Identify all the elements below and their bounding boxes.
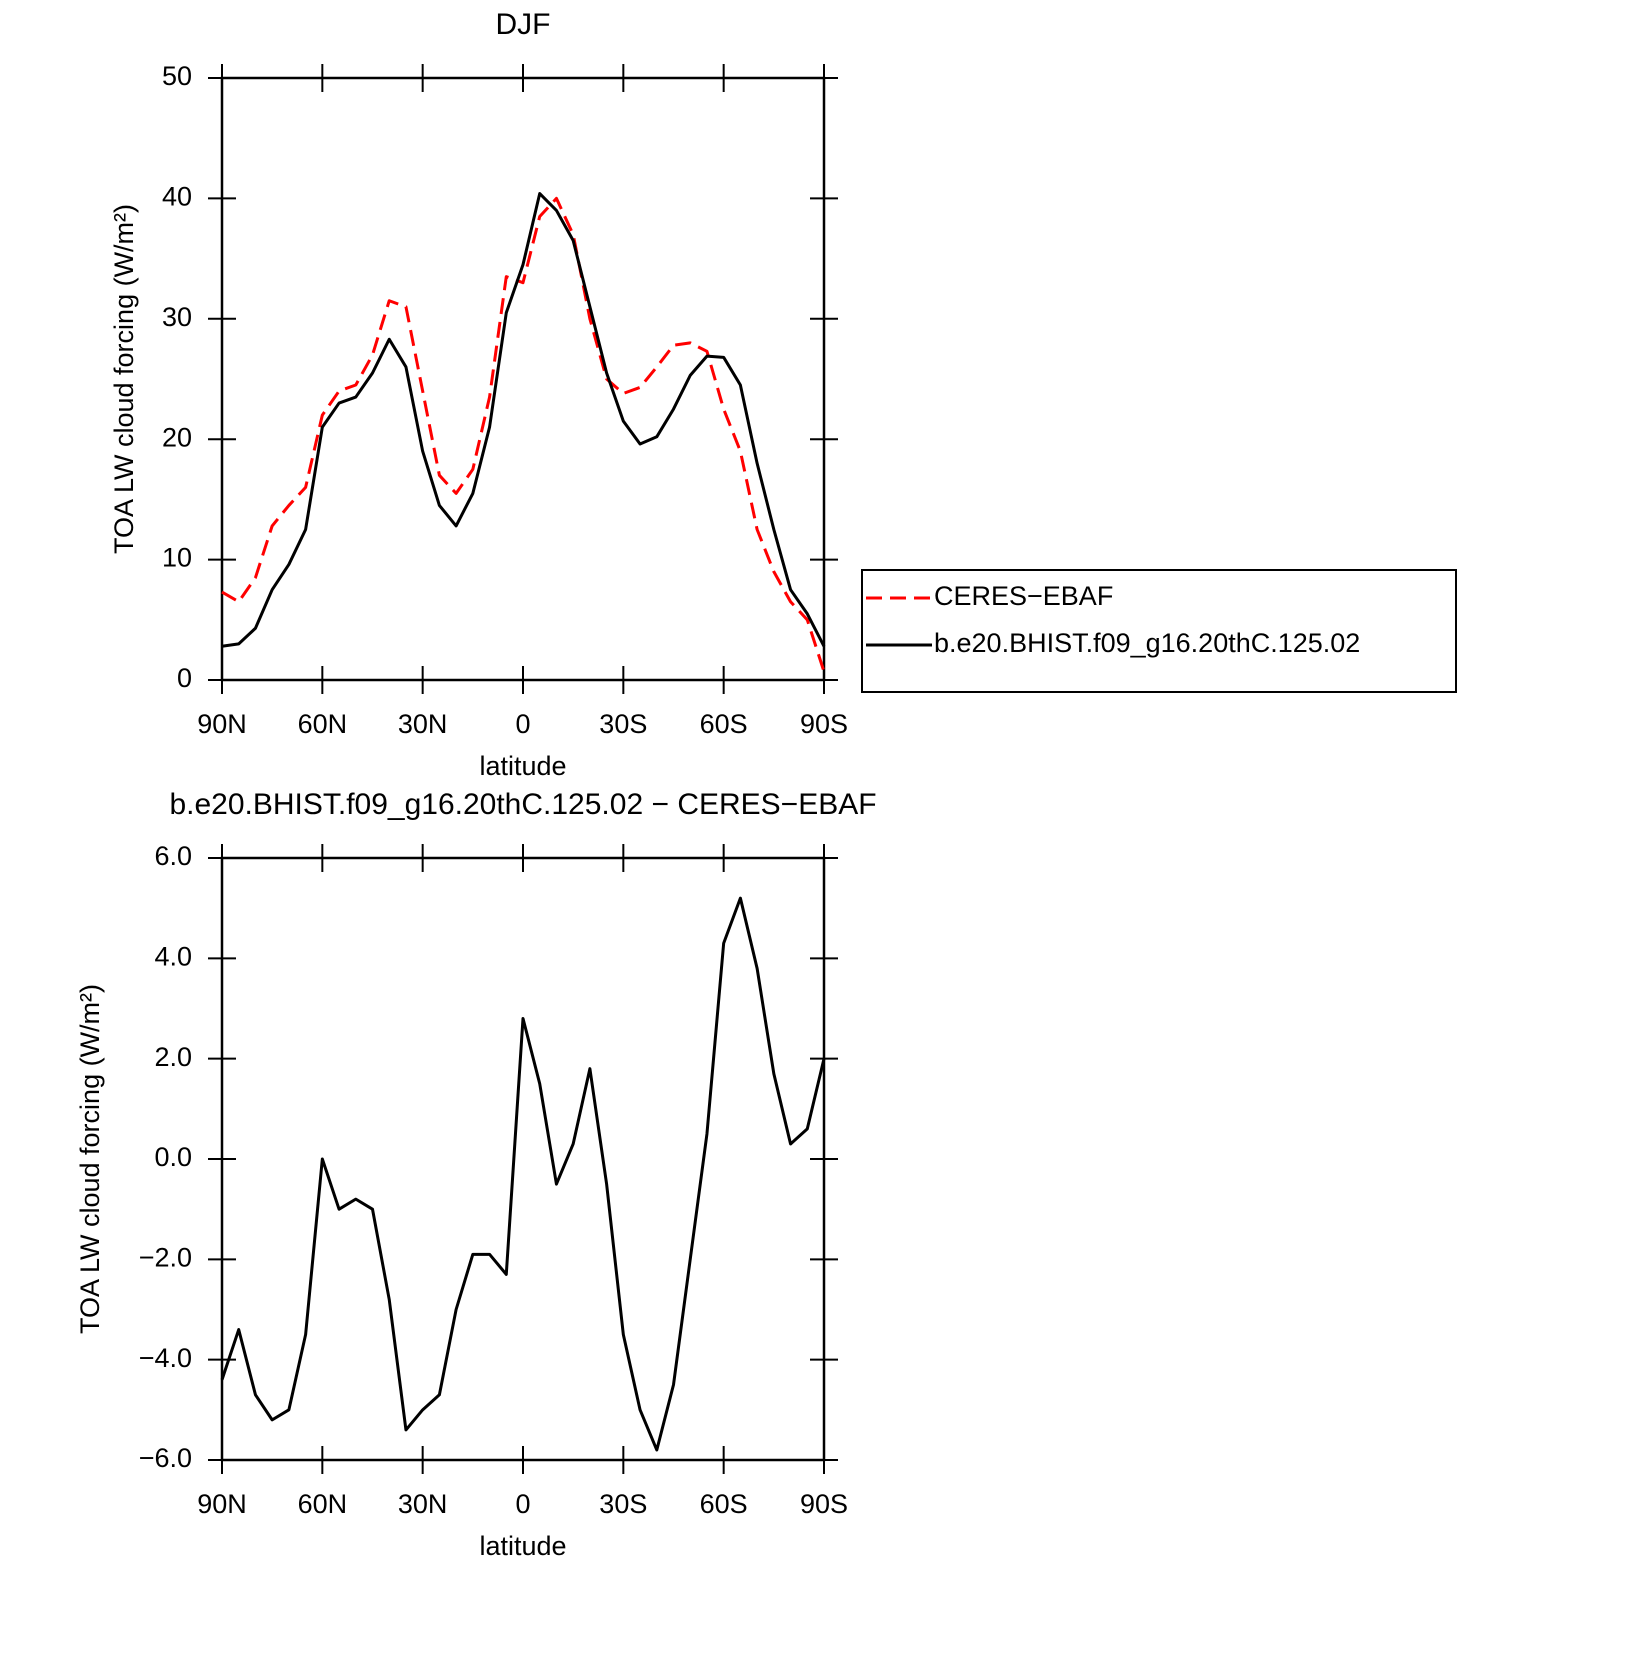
x-axis-label: latitude [479,751,566,781]
y-tick-label: 50 [162,61,192,91]
plot-frame [220,76,826,682]
x-tick-label: 60S [700,1489,748,1519]
y-tick-label: 20 [162,422,192,452]
chart-title: DJF [496,8,551,41]
data-line [220,896,826,1452]
y-tick-label: 2.0 [154,1042,192,1072]
y-axis-label: TOA LW cloud forcing (W/m²) [75,984,105,1334]
x-tick-label: 0 [515,1489,530,1519]
x-tick-label: 60N [298,1489,348,1519]
x-axis-label: latitude [479,1531,566,1561]
legend-label: b.e20.BHIST.f09_g16.20thC.125.02 [934,628,1360,658]
plot-frame [220,856,826,1462]
y-tick-label: 40 [162,182,192,212]
x-tick-label: 30N [398,1489,448,1519]
y-tick-label: −6.0 [139,1443,192,1473]
legend-box [861,569,1457,693]
y-tick-label: 0 [177,663,192,693]
x-tick-label: 60S [700,709,748,739]
y-tick-label: 0.0 [154,1142,192,1172]
legend-label: CERES−EBAF [934,581,1113,611]
x-tick-label: 90N [197,709,247,739]
x-tick-label: 90S [800,1489,848,1519]
chart-title: b.e20.BHIST.f09_g16.20thC.125.02 − CERES… [169,788,876,821]
x-tick-label: 90S [800,709,848,739]
data-line [221,196,826,673]
y-tick-label: 4.0 [154,941,192,971]
y-tick-label: 10 [162,543,192,573]
y-tick-label: −2.0 [139,1242,192,1272]
data-line [221,192,826,648]
x-tick-label: 60N [298,709,348,739]
x-tick-label: 90N [197,1489,247,1519]
x-tick-label: 30S [599,709,647,739]
y-tick-label: 6.0 [154,841,192,871]
y-tick-label: −4.0 [139,1343,192,1373]
x-tick-label: 0 [515,709,530,739]
y-axis-label: TOA LW cloud forcing (W/m²) [109,204,139,554]
y-tick-label: 30 [162,302,192,332]
x-tick-label: 30N [398,709,448,739]
x-tick-label: 30S [599,1489,647,1519]
